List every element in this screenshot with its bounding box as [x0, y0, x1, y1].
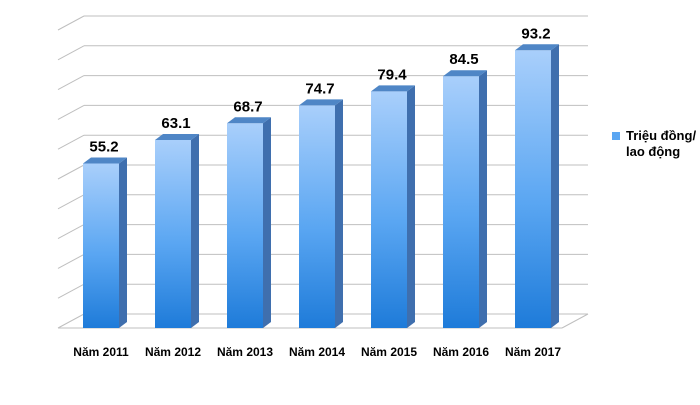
bar-top [299, 99, 343, 106]
bar-side [407, 85, 415, 328]
data-label: 63.1 [161, 115, 190, 132]
data-label: 74.7 [305, 80, 334, 97]
bar-side [479, 70, 487, 328]
x-tick-label: Năm 2017 [505, 345, 561, 359]
bar-front [371, 91, 407, 328]
gridline-diagonal [57, 313, 85, 329]
bar-top [155, 133, 199, 140]
gridline-diagonal [57, 194, 85, 210]
bar-front [515, 50, 551, 328]
gridline-diagonal [57, 104, 85, 120]
bar-front [443, 76, 479, 328]
gridline-diagonal [57, 134, 85, 150]
bar [227, 117, 271, 328]
x-tick-label: Năm 2014 [289, 345, 345, 359]
bar-side [263, 117, 271, 328]
bar-side [191, 133, 199, 328]
data-label: 79.4 [377, 66, 407, 83]
data-label: 93.2 [521, 25, 550, 42]
legend: Triệu đồng/ lao động [612, 128, 700, 160]
bar [299, 99, 343, 328]
bar-top [443, 70, 487, 77]
bar-front [155, 139, 191, 328]
bar-side [335, 99, 343, 328]
floor-edge-right [561, 313, 589, 329]
bar [371, 85, 415, 328]
bar-top [83, 157, 127, 164]
gridline-diagonal [57, 45, 85, 61]
bar-front [227, 123, 263, 328]
gridline-diagonal [57, 224, 85, 240]
bar [83, 157, 127, 328]
x-tick-label: Năm 2016 [433, 345, 489, 359]
gridline-diagonal [57, 75, 85, 91]
bar-front [299, 105, 335, 328]
legend-label: Triệu đồng/ lao động [626, 128, 697, 159]
x-tick-label: Năm 2011 [73, 345, 129, 359]
gridline-diagonal [57, 253, 85, 269]
data-label: 55.2 [89, 139, 118, 156]
bar-top [371, 85, 415, 92]
bar-top [227, 117, 271, 124]
bar-top [515, 44, 559, 51]
bar [515, 44, 559, 328]
gridline-diagonal [57, 164, 85, 180]
data-label: 84.5 [449, 51, 478, 68]
gridline-diagonal [57, 283, 85, 299]
bar [443, 70, 487, 328]
bar-front [83, 163, 119, 328]
data-label: 68.7 [233, 98, 262, 115]
bar-side [119, 157, 127, 328]
bar [155, 133, 199, 328]
legend-swatch [612, 132, 620, 140]
bar-side [551, 44, 559, 328]
gridline-diagonal [57, 15, 85, 31]
x-tick-label: Năm 2012 [145, 345, 201, 359]
x-tick-label: Năm 2015 [361, 345, 417, 359]
x-tick-label: Năm 2013 [217, 345, 273, 359]
